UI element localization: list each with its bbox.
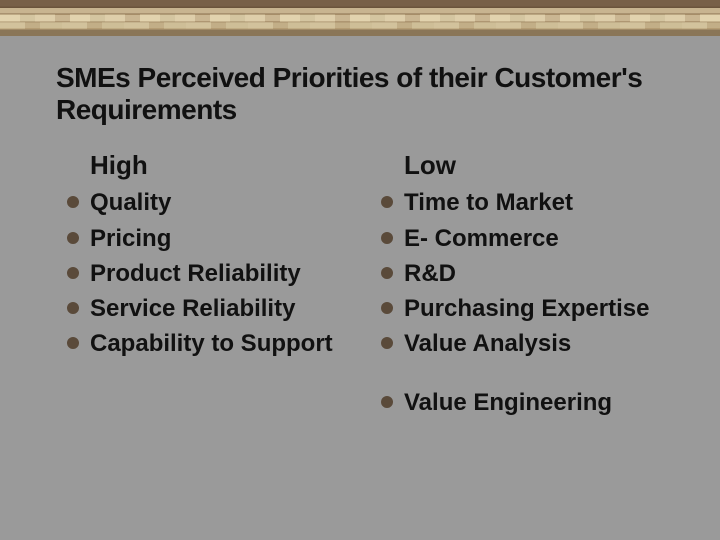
bullet-icon xyxy=(66,266,80,280)
list-item: Time to Market xyxy=(376,187,680,218)
list-item: Quality xyxy=(62,187,366,218)
bullet-icon xyxy=(66,301,80,315)
list-item-label: Time to Market xyxy=(404,189,573,216)
bullet-icon xyxy=(66,336,80,350)
list-item: Value Analysis xyxy=(376,328,680,359)
list-item: Pricing xyxy=(62,223,366,254)
list-item: Capability to Support xyxy=(62,328,366,359)
bullet-icon xyxy=(380,195,394,209)
column-high: High Quality Pricing Product Reliability… xyxy=(62,150,366,422)
list-item-label: Quality xyxy=(90,189,171,216)
slide: SMEs Perceived Priorities of their Custo… xyxy=(0,0,720,540)
decorative-banner xyxy=(0,0,720,36)
column-low: Low Time to Market E- Commerce R&D Purch… xyxy=(376,150,680,422)
bullet-icon xyxy=(66,231,80,245)
list-item: E- Commerce xyxy=(376,223,680,254)
bullet-icon xyxy=(380,336,394,350)
low-priority-list: Time to Market E- Commerce R&D Purchasin… xyxy=(376,187,680,418)
list-item-label: Product Reliability xyxy=(90,260,301,287)
list-item-label: Service Reliability xyxy=(90,295,295,322)
list-item-label: Capability to Support xyxy=(90,330,333,357)
bullet-icon xyxy=(380,231,394,245)
bullet-icon xyxy=(66,195,80,209)
high-priority-list: Quality Pricing Product Reliability Serv… xyxy=(62,187,366,359)
list-item-label: E- Commerce xyxy=(404,225,559,252)
list-item-label: R&D xyxy=(404,260,456,287)
bullet-icon xyxy=(380,395,394,409)
list-item: Purchasing Expertise xyxy=(376,293,680,324)
list-item-label: Value Engineering xyxy=(404,389,612,416)
list-item: Service Reliability xyxy=(62,293,366,324)
list-item: R&D xyxy=(376,258,680,289)
column-header-low: Low xyxy=(404,150,680,181)
bullet-icon xyxy=(380,266,394,280)
list-item-label: Purchasing Expertise xyxy=(404,295,649,322)
bullet-icon xyxy=(380,301,394,315)
column-header-high: High xyxy=(90,150,366,181)
list-item-label: Value Analysis xyxy=(404,330,571,357)
list-item: Product Reliability xyxy=(62,258,366,289)
content-columns: High Quality Pricing Product Reliability… xyxy=(0,136,720,422)
list-item: Value Engineering xyxy=(376,387,680,418)
slide-title: SMEs Perceived Priorities of their Custo… xyxy=(0,36,720,136)
list-item-label: Pricing xyxy=(90,225,171,252)
